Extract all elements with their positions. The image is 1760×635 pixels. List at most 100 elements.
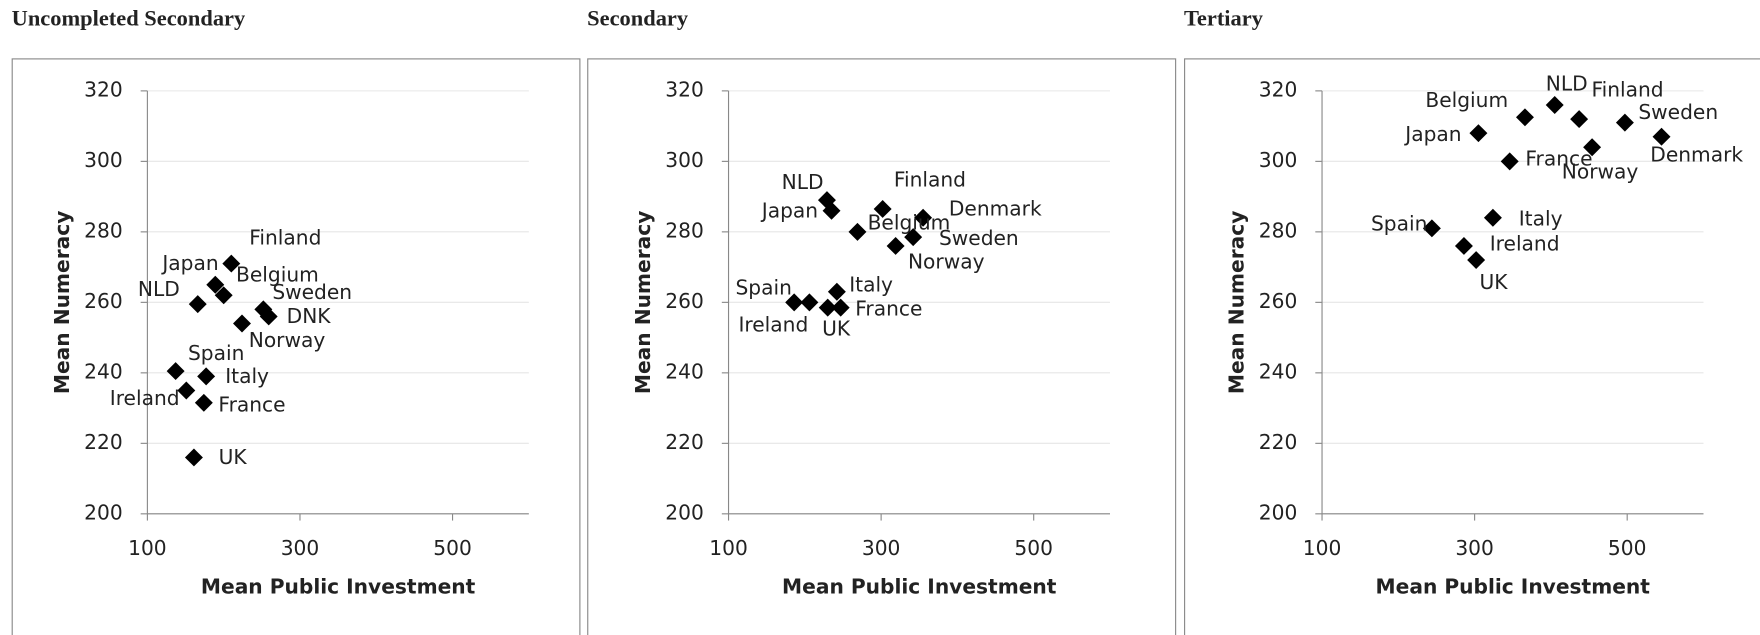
point — [1454, 236, 1473, 255]
point-label: Sweden — [1638, 100, 1718, 124]
point-label: NLD — [782, 170, 824, 194]
y-tick-label: 320 — [1259, 77, 1298, 101]
point — [800, 293, 819, 312]
point — [827, 282, 846, 301]
point-label: Ireland — [1490, 231, 1560, 255]
x-tick-label: 300 — [281, 536, 320, 560]
y-axis-title: Mean Numeracy — [50, 211, 74, 395]
point-label: Norway — [249, 328, 326, 352]
point — [259, 307, 278, 326]
point-label: Belgium — [236, 263, 319, 287]
point — [1422, 219, 1441, 238]
point — [184, 448, 203, 467]
y-tick-label: 280 — [1259, 218, 1298, 242]
x-tick-label: 100 — [1303, 536, 1342, 560]
y-tick-label: 280 — [84, 218, 123, 242]
point-label: Sweden — [272, 280, 352, 304]
x-tick-label: 300 — [1455, 536, 1494, 560]
point — [222, 254, 241, 273]
point — [177, 381, 196, 400]
y-tick-label: 260 — [84, 289, 123, 313]
point-label: UK — [219, 445, 248, 469]
point-label: Finland — [894, 167, 966, 191]
point-label: Italy — [849, 273, 893, 297]
point — [1467, 251, 1486, 270]
point — [188, 295, 207, 314]
point-label: Ireland — [738, 312, 808, 336]
point-label: Spain — [1371, 211, 1427, 235]
point — [785, 293, 804, 312]
panel-frame — [587, 58, 1177, 635]
point — [1500, 152, 1519, 171]
point — [166, 362, 185, 381]
point-label: Norway — [908, 249, 985, 273]
panel-frame — [11, 58, 581, 635]
point — [831, 298, 850, 317]
y-tick-label: 260 — [665, 289, 704, 313]
point — [1515, 108, 1534, 127]
point-label: Belgium — [868, 211, 951, 235]
y-tick-label: 200 — [665, 500, 704, 524]
x-tick-label: 500 — [1608, 536, 1647, 560]
chart-title: Tertiary — [1184, 5, 1263, 30]
point — [1615, 113, 1634, 132]
point-label: UK — [1480, 270, 1509, 294]
point — [886, 236, 905, 255]
y-tick-label: 320 — [665, 77, 704, 101]
y-tick-label: 300 — [665, 148, 704, 172]
point-label: Belgium — [1425, 88, 1508, 112]
point — [233, 314, 251, 333]
point-label: Japan — [160, 251, 218, 275]
point-label: France — [218, 393, 285, 417]
point — [1469, 124, 1488, 143]
point-label: Italy — [1519, 207, 1563, 231]
point-label: NLD — [138, 277, 180, 301]
x-tick-label: 100 — [709, 536, 748, 560]
point — [194, 393, 213, 412]
point — [1583, 138, 1602, 157]
chart-title: Uncompleted Secondary — [12, 5, 246, 30]
point-label: Denmark — [1650, 142, 1743, 166]
point-label: France — [855, 296, 922, 320]
x-tick-label: 300 — [862, 536, 901, 560]
x-tick-label: 100 — [128, 536, 167, 560]
y-tick-label: 260 — [1259, 289, 1298, 313]
y-tick-label: 300 — [84, 148, 123, 172]
y-tick-label: 220 — [1259, 430, 1298, 454]
point-label: NLD — [1546, 71, 1588, 95]
point-label: UK — [822, 317, 851, 341]
point — [848, 222, 867, 241]
point-label: Spain — [188, 341, 244, 365]
y-tick-label: 280 — [665, 218, 704, 242]
point-label: Sweden — [939, 226, 1019, 250]
point — [1483, 208, 1502, 227]
point — [197, 367, 216, 386]
chart-title: Secondary — [587, 5, 688, 30]
x-axis-title: Mean Public Investment — [201, 574, 476, 598]
x-axis-title: Mean Public Investment — [1376, 574, 1651, 598]
point — [1570, 110, 1589, 129]
point-label: Spain — [736, 275, 792, 299]
y-tick-label: 240 — [1259, 359, 1298, 383]
point-label: Finland — [249, 225, 321, 249]
y-tick-label: 300 — [1259, 148, 1298, 172]
y-tick-label: 240 — [84, 359, 123, 383]
y-tick-label: 200 — [84, 500, 123, 524]
x-tick-label: 500 — [1014, 536, 1053, 560]
x-tick-label: 500 — [433, 536, 472, 560]
x-axis-title: Mean Public Investment — [782, 574, 1057, 598]
panel-frame — [1184, 58, 1760, 635]
point-label: Italy — [225, 364, 269, 388]
point-label: Denmark — [949, 196, 1042, 220]
y-axis-title: Mean Numeracy — [631, 211, 655, 395]
point-label: Norway — [1562, 160, 1639, 184]
y-tick-label: 220 — [84, 430, 123, 454]
point-label: France — [1525, 147, 1592, 171]
point-label: Finland — [1591, 78, 1663, 102]
point-label: Japan — [760, 198, 818, 222]
y-axis-title: Mean Numeracy — [1224, 211, 1248, 395]
point-label: Ireland — [110, 386, 180, 410]
y-tick-label: 200 — [1259, 500, 1298, 524]
